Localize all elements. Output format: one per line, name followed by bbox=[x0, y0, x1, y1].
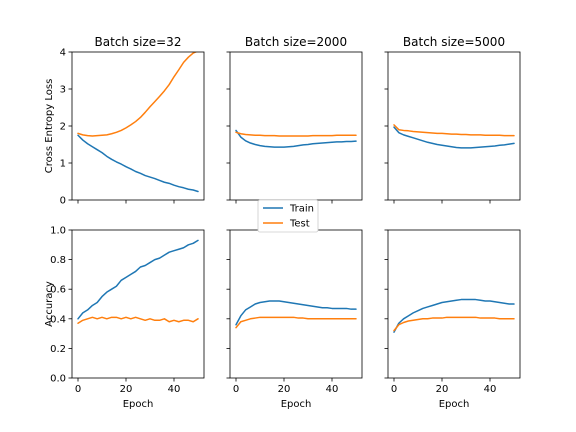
x-tick-label: 0 bbox=[233, 384, 239, 395]
panel-r1-c1: 0 20 40 Epoch bbox=[226, 229, 363, 410]
x-tick-label: 20 bbox=[436, 384, 449, 395]
x-axis-title: Epoch bbox=[281, 399, 312, 410]
y-tick-label: 0.6 bbox=[50, 285, 66, 296]
x-tick-label: 0 bbox=[391, 384, 397, 395]
legend: Train Test bbox=[257, 199, 319, 233]
y-tick-label: 4 bbox=[60, 48, 66, 59]
series-line-test-r0-c2 bbox=[393, 124, 515, 137]
x-axis-title: Epoch bbox=[123, 399, 154, 410]
series-line-test-r0-c1 bbox=[235, 131, 357, 137]
y-tick-label: 1.0 bbox=[50, 226, 66, 237]
y-tick-label: 0.0 bbox=[50, 374, 66, 385]
series-line-test-r1-c1 bbox=[235, 316, 357, 329]
series-line-train-r1-c1 bbox=[235, 300, 357, 326]
series-line-test-r1-c2 bbox=[393, 316, 515, 332]
plot-frame bbox=[387, 229, 521, 379]
y-tick-label: 2 bbox=[60, 122, 66, 133]
panel-r0-c2: Batch size=5000 bbox=[384, 35, 521, 204]
panel-title: Batch size=5000 bbox=[403, 35, 505, 49]
x-tick-label: 20 bbox=[120, 384, 133, 395]
panel-title: Batch size=32 bbox=[95, 35, 182, 49]
x-tick-label: 40 bbox=[326, 384, 339, 395]
legend-label-test: Test bbox=[289, 219, 310, 230]
series-line-train-r1-c2 bbox=[393, 298, 515, 333]
series-line-test-r1-c0 bbox=[77, 316, 199, 324]
panel-r0-c0: 0 1 2 3 4 Cross Entropy Loss Batch size=32 bbox=[44, 35, 205, 207]
y-tick-label: 0.8 bbox=[50, 255, 66, 266]
panel-title: Batch size=2000 bbox=[245, 35, 347, 49]
series-line-train-r0-c2 bbox=[393, 126, 515, 149]
panel-r1-c2: 0 20 40 Epoch bbox=[384, 229, 521, 410]
x-tick-label: 20 bbox=[278, 384, 291, 395]
series-line-train-r0-c1 bbox=[235, 129, 357, 148]
panel-r1-c0: 0.0 0.2 0.4 0.6 0.8 1.0 0 20 40 Epoch Accuracy bbox=[44, 226, 205, 410]
legend-label-train: Train bbox=[289, 204, 314, 215]
panels-layer: 0 1 2 3 4 Cross Entropy Loss Batch size=32 Batc… bbox=[44, 35, 521, 410]
plot-frame bbox=[71, 229, 205, 379]
series-line-train-r1-c0 bbox=[77, 239, 199, 320]
y-tick-label: 3 bbox=[60, 85, 66, 96]
x-tick-label: 40 bbox=[484, 384, 497, 395]
series-line-train-r0-c0 bbox=[77, 134, 199, 193]
y-tick-label: 1 bbox=[60, 159, 66, 170]
x-tick-label: 0 bbox=[75, 384, 81, 395]
x-axis-title: Epoch bbox=[439, 399, 470, 410]
x-tick-label: 40 bbox=[168, 384, 181, 395]
y-tick-label: 0.2 bbox=[50, 344, 66, 355]
y-axis-title: Cross Entropy Loss bbox=[44, 79, 55, 174]
y-tick-label: 0.4 bbox=[50, 314, 66, 325]
y-tick-label: 0 bbox=[60, 196, 66, 207]
y-axis-title: Accuracy bbox=[44, 281, 55, 327]
series-line-test-r0-c0 bbox=[77, 52, 198, 137]
